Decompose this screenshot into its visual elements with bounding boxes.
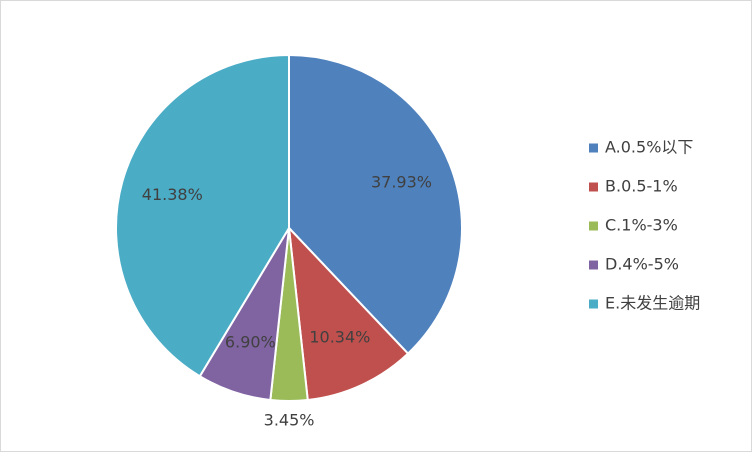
legend-label: C.1%-3%	[605, 216, 678, 235]
legend-label: E.未发生逾期	[605, 294, 700, 313]
data-label: 6.90%	[225, 332, 276, 351]
legend-swatch	[589, 299, 598, 309]
legend-swatch	[589, 182, 598, 192]
data-label: 10.34%	[309, 327, 370, 346]
data-label: 41.38%	[142, 185, 203, 204]
pie-slice	[288, 53, 463, 356]
data-label: 37.93%	[371, 173, 432, 192]
data-label: 3.45%	[264, 411, 315, 430]
legend-swatch	[589, 221, 598, 231]
legend-label: A.0.5%以下	[605, 138, 693, 157]
legend-swatch	[589, 143, 598, 153]
legend-swatch	[589, 260, 598, 270]
pie-slice	[115, 53, 290, 378]
legend-label: B.0.5-1%	[605, 177, 678, 196]
legend-label: D.4%-5%	[605, 255, 679, 274]
pie-slice	[287, 225, 410, 402]
